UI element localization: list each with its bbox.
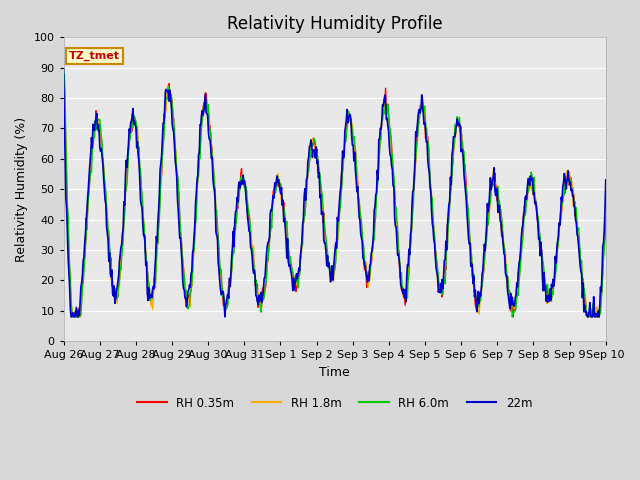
RH 6.0m xyxy=(71,312,79,318)
RH 1.8m xyxy=(60,78,67,84)
RH 1.8m xyxy=(602,205,609,211)
22m xyxy=(67,314,75,320)
RH 0.35m xyxy=(602,202,609,208)
22m xyxy=(181,295,189,300)
RH 6.0m xyxy=(68,314,76,320)
RH 1.8m xyxy=(70,314,78,320)
Y-axis label: Relativity Humidity (%): Relativity Humidity (%) xyxy=(15,117,28,262)
RH 1.8m xyxy=(126,130,134,136)
X-axis label: Time: Time xyxy=(319,366,350,379)
22m xyxy=(210,183,218,189)
RH 0.35m xyxy=(417,105,425,111)
RH 0.35m xyxy=(70,314,78,320)
Text: TZ_tmet: TZ_tmet xyxy=(69,50,120,61)
RH 0.35m xyxy=(181,293,189,299)
RH 6.0m xyxy=(402,288,410,294)
RH 0.35m xyxy=(60,77,67,83)
22m xyxy=(417,105,425,111)
Line: RH 1.8m: RH 1.8m xyxy=(63,81,605,317)
Legend: RH 0.35m, RH 1.8m, RH 6.0m, 22m: RH 0.35m, RH 1.8m, RH 6.0m, 22m xyxy=(132,392,537,414)
RH 6.0m xyxy=(182,296,189,302)
22m xyxy=(602,177,609,183)
RH 6.0m xyxy=(61,71,68,77)
RH 0.35m xyxy=(401,302,409,308)
RH 1.8m xyxy=(70,309,77,315)
Line: RH 0.35m: RH 0.35m xyxy=(63,80,605,317)
RH 6.0m xyxy=(127,129,134,135)
22m xyxy=(126,130,134,135)
RH 0.35m xyxy=(126,127,134,132)
RH 0.35m xyxy=(210,179,218,184)
RH 6.0m xyxy=(418,106,426,112)
RH 0.35m xyxy=(70,311,77,316)
Line: 22m: 22m xyxy=(63,69,605,317)
Title: Relativity Humidity Profile: Relativity Humidity Profile xyxy=(227,15,442,33)
22m xyxy=(60,66,67,72)
RH 1.8m xyxy=(210,168,218,173)
RH 1.8m xyxy=(417,104,425,109)
RH 1.8m xyxy=(401,291,409,297)
RH 6.0m xyxy=(602,218,609,224)
Line: RH 6.0m: RH 6.0m xyxy=(63,74,605,317)
22m xyxy=(70,314,78,320)
22m xyxy=(401,288,409,293)
RH 1.8m xyxy=(181,286,189,291)
RH 6.0m xyxy=(60,81,67,86)
RH 6.0m xyxy=(211,182,218,188)
